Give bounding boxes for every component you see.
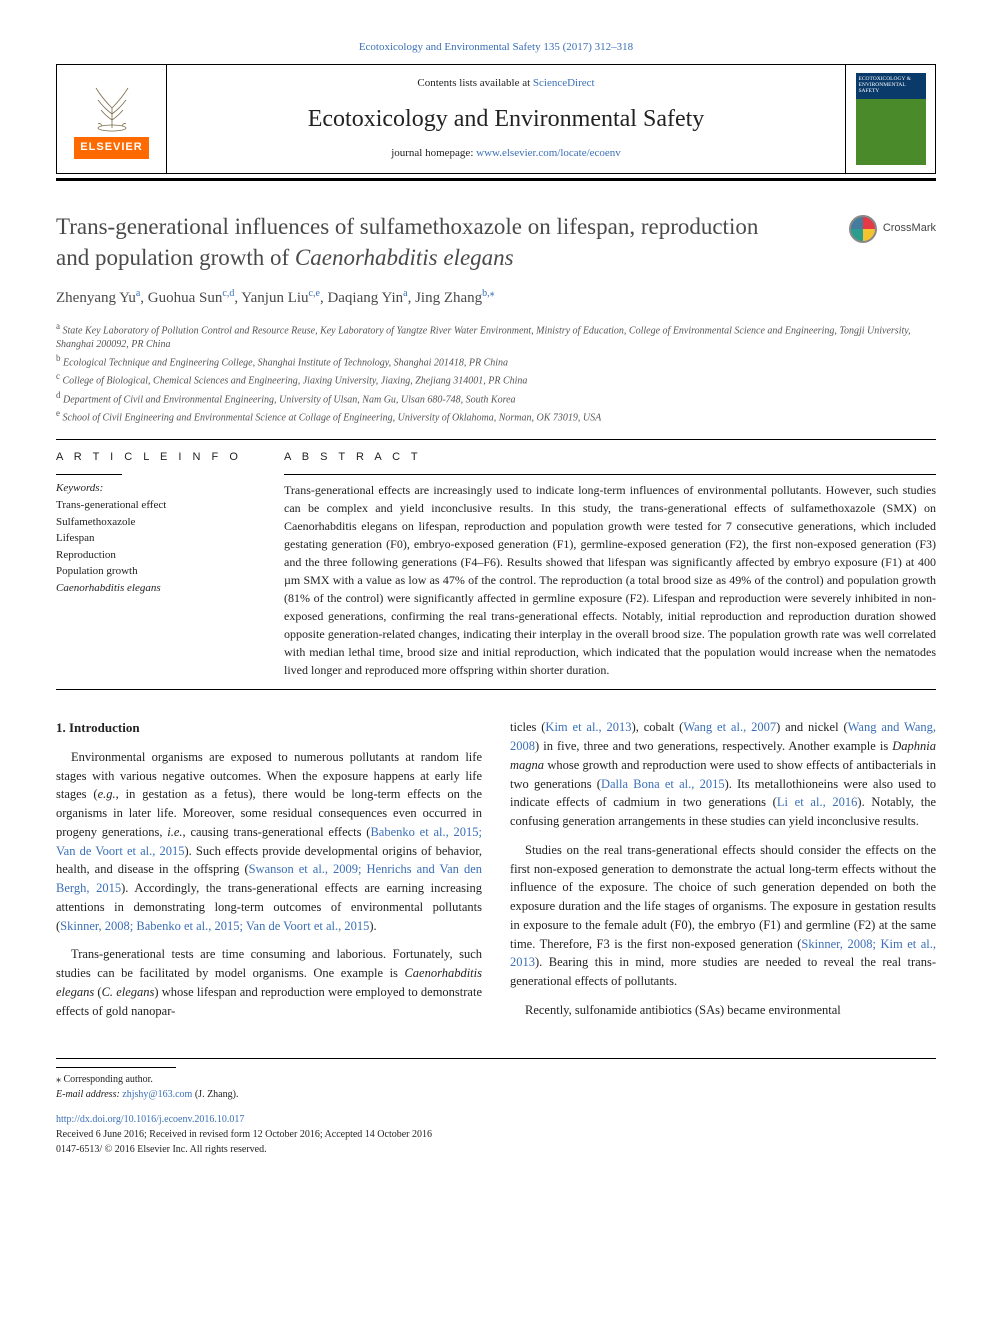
abstract-label: A B S T R A C T xyxy=(284,450,936,466)
elsevier-logo-cell: ELSEVIER xyxy=(57,65,167,173)
affiliation-b: b Ecological Technique and Engineering C… xyxy=(56,352,936,370)
intro-p3: ticles (Kim et al., 2013), cobalt (Wang … xyxy=(510,718,936,831)
article-meta-row: A R T I C L E I N F O Keywords: Trans-ge… xyxy=(56,450,936,679)
title-italic: Caenorhabditis elegans xyxy=(295,245,514,270)
elsevier-wordmark: ELSEVIER xyxy=(74,137,148,159)
author-5: Jing Zhang xyxy=(415,290,482,306)
sciencedirect-link[interactable]: ScienceDirect xyxy=(533,77,595,89)
intro-p2: Trans-generational tests are time consum… xyxy=(56,945,482,1020)
cite-link[interactable]: Skinner, 2008; Babenko et al., 2015; Van… xyxy=(60,919,369,933)
author-5-aff[interactable]: b, xyxy=(482,288,490,299)
journal-cover-thumbnail: ECOTOXICOLOGY & ENVIRONMENTAL SAFETY xyxy=(856,73,926,165)
homepage-prefix: journal homepage: xyxy=(391,147,476,159)
author-2-aff[interactable]: c,d xyxy=(222,288,234,299)
intro-p4: Studies on the real trans-generational e… xyxy=(510,841,936,991)
journal-reference: Ecotoxicology and Environmental Safety 1… xyxy=(56,40,936,56)
email-line: E-mail address: zhjshy@163.com (J. Zhang… xyxy=(56,1087,936,1102)
rule-above-meta xyxy=(56,439,936,440)
crossmark-badge[interactable]: CrossMark xyxy=(849,215,936,243)
journal-ref-link[interactable]: Ecotoxicology and Environmental Safety 1… xyxy=(359,41,633,53)
author-3-aff[interactable]: c,e xyxy=(309,288,320,299)
keyword: Trans-generational effect xyxy=(56,497,256,514)
abstract-block: A B S T R A C T Trans-generational effec… xyxy=(284,450,936,679)
authors-line: Zhenyang Yua, Guohua Sunc,d, Yanjun Liuc… xyxy=(56,287,936,310)
author-1: Zhenyang Yu xyxy=(56,290,136,306)
journal-title: Ecotoxicology and Environmental Safety xyxy=(308,102,705,137)
footer-short-rule xyxy=(56,1067,176,1068)
email-prefix: E-mail address: xyxy=(56,1089,122,1100)
author-2: Guohua Sun xyxy=(148,290,223,306)
cite-link[interactable]: Li et al., 2016 xyxy=(777,795,858,809)
cite-link[interactable]: Wang et al., 2007 xyxy=(683,720,776,734)
cover-thumbnail-cell: ECOTOXICOLOGY & ENVIRONMENTAL SAFETY xyxy=(845,65,935,173)
abstract-rule xyxy=(284,474,936,475)
header-separator xyxy=(56,178,936,181)
contents-available-line: Contents lists available at ScienceDirec… xyxy=(417,76,594,92)
corresponding-author: ⁎ Corresponding author. xyxy=(56,1072,936,1087)
author-3: Yanjun Liu xyxy=(241,290,308,306)
affiliations: a State Key Laboratory of Pollution Cont… xyxy=(56,320,936,426)
keywords-heading: Keywords: xyxy=(56,481,256,497)
abstract-text: Trans-generational effects are increasin… xyxy=(284,481,936,679)
doi-link[interactable]: http://dx.doi.org/10.1016/j.ecoenv.2016.… xyxy=(56,1114,244,1125)
keyword: Lifespan xyxy=(56,530,256,547)
article-info-block: A R T I C L E I N F O Keywords: Trans-ge… xyxy=(56,450,256,679)
page-footer: ⁎ Corresponding author. E-mail address: … xyxy=(56,1058,936,1157)
affiliation-e: e School of Civil Engineering and Enviro… xyxy=(56,407,936,425)
homepage-line: journal homepage: www.elsevier.com/locat… xyxy=(391,146,621,162)
author-4-aff[interactable]: a xyxy=(403,288,407,299)
contents-prefix: Contents lists available at xyxy=(417,77,532,89)
article-title: Trans-generational influences of sulfame… xyxy=(56,211,796,273)
author-1-aff[interactable]: a xyxy=(136,288,140,299)
cite-link[interactable]: Kim et al., 2013 xyxy=(545,720,631,734)
crossmark-icon xyxy=(849,215,877,243)
issn-copyright: 0147-6513/ © 2016 Elsevier Inc. All righ… xyxy=(56,1142,936,1157)
received-line: Received 6 June 2016; Received in revise… xyxy=(56,1127,936,1142)
keywords-list: Trans-generational effect Sulfamethoxazo… xyxy=(56,497,256,596)
crossmark-label: CrossMark xyxy=(883,221,936,237)
elsevier-tree-icon xyxy=(82,78,142,133)
keyword: Reproduction xyxy=(56,547,256,564)
article-info-rule xyxy=(56,474,122,475)
email-suffix: (J. Zhang). xyxy=(195,1089,239,1100)
author-5-corr[interactable]: ⁎ xyxy=(490,288,495,299)
email-link[interactable]: zhjshy@163.com xyxy=(122,1089,192,1100)
article-header: CrossMark Trans-generational influences … xyxy=(56,211,936,425)
header-center: Contents lists available at ScienceDirec… xyxy=(167,65,845,173)
author-4: Daqiang Yin xyxy=(327,290,403,306)
journal-header: ELSEVIER Contents lists available at Sci… xyxy=(56,64,936,174)
keyword: Population growth xyxy=(56,563,256,580)
intro-p1: Environmental organisms are exposed to n… xyxy=(56,748,482,936)
affiliation-a: a State Key Laboratory of Pollution Cont… xyxy=(56,320,936,352)
cover-text: ECOTOXICOLOGY & ENVIRONMENTAL SAFETY xyxy=(859,76,923,94)
article-body: 1. Introduction Environmental organisms … xyxy=(56,718,936,1030)
affiliation-d: d Department of Civil and Environmental … xyxy=(56,389,936,407)
cite-link[interactable]: Dalla Bona et al., 2015 xyxy=(601,777,725,791)
article-info-label: A R T I C L E I N F O xyxy=(56,450,256,466)
keyword: Caenorhabditis elegans xyxy=(56,580,256,597)
keyword: Sulfamethoxazole xyxy=(56,514,256,531)
affiliation-c: c College of Biological, Chemical Scienc… xyxy=(56,370,936,388)
intro-heading: 1. Introduction xyxy=(56,718,482,738)
intro-p5: Recently, sulfonamide antibiotics (SAs) … xyxy=(510,1001,936,1020)
rule-below-meta xyxy=(56,689,936,690)
homepage-link[interactable]: www.elsevier.com/locate/ecoenv xyxy=(476,147,621,159)
